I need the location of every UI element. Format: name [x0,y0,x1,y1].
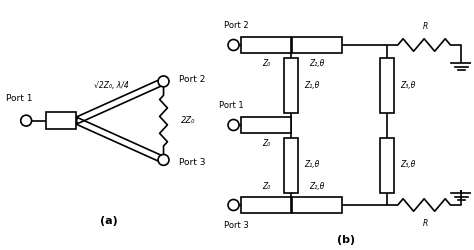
Text: (b): (b) [337,235,355,245]
Circle shape [228,200,239,210]
Text: Port 1: Port 1 [6,94,33,103]
Text: Z₀: Z₀ [262,140,270,148]
Bar [241,37,291,53]
Text: R: R [423,219,428,228]
Text: Port 3: Port 3 [179,158,205,166]
Text: √2Z₀, λ/4: √2Z₀, λ/4 [94,81,128,90]
Circle shape [158,154,169,165]
Text: Z₃,θ: Z₃,θ [401,80,416,90]
Text: Z₁,θ: Z₁,θ [304,80,319,90]
Text: Z₀: Z₀ [262,59,270,68]
Text: 2Z₀: 2Z₀ [181,116,195,125]
Circle shape [158,76,169,87]
Circle shape [21,115,32,126]
Bar [241,197,291,213]
Text: Z₂,θ: Z₂,θ [310,59,325,68]
Bar [292,197,342,213]
Text: Port 2: Port 2 [224,20,248,30]
Bar [284,138,298,192]
Text: Port 2: Port 2 [179,75,205,84]
Text: Z₃,θ: Z₃,θ [401,160,416,170]
Text: Z₀: Z₀ [262,182,270,190]
Text: Z₁,θ: Z₁,θ [304,160,319,170]
Bar [381,58,394,112]
Text: (a): (a) [100,216,118,226]
Text: Z₂,θ: Z₂,θ [310,182,325,190]
Circle shape [228,120,239,130]
Text: Port 1: Port 1 [219,100,243,110]
Bar [284,58,298,112]
Text: Port 3: Port 3 [224,220,248,230]
Bar [381,138,394,192]
Bar [292,37,342,53]
Circle shape [228,40,239,50]
Bar [46,112,76,129]
Bar [241,117,291,133]
Text: R: R [423,22,428,31]
